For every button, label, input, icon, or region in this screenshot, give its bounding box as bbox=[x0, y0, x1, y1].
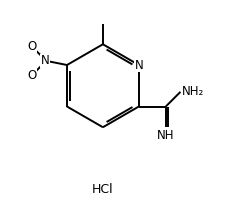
Text: N: N bbox=[135, 59, 143, 72]
Text: O: O bbox=[27, 40, 36, 53]
Text: O: O bbox=[27, 69, 36, 82]
Text: NH: NH bbox=[157, 129, 174, 142]
Text: NH₂: NH₂ bbox=[181, 85, 204, 98]
Text: N: N bbox=[41, 54, 49, 67]
Text: HCl: HCl bbox=[92, 183, 114, 196]
